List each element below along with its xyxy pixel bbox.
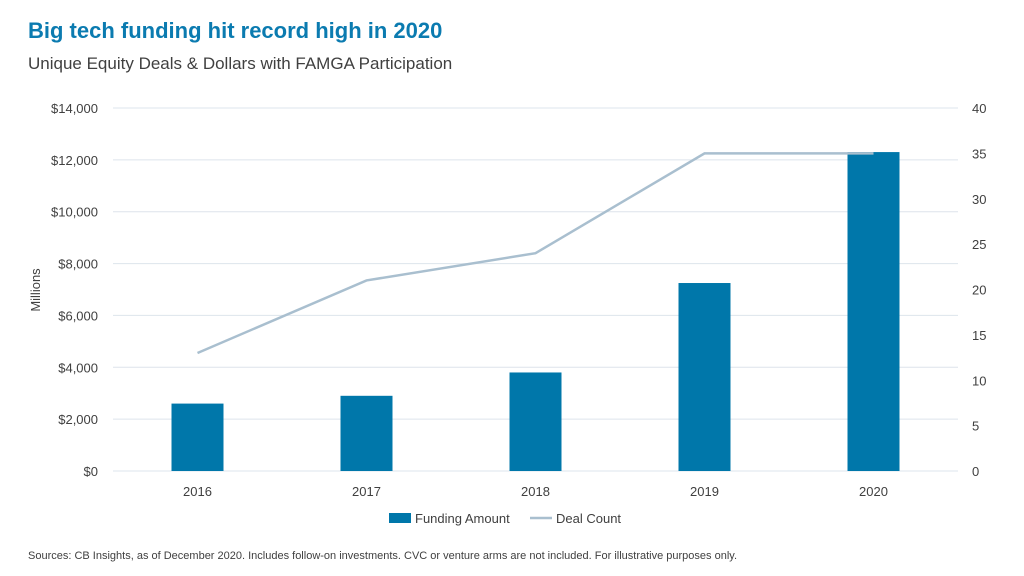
y2-tick-label: 35 [972,146,986,161]
legend-label-deals: Deal Count [556,511,621,526]
y2-tick-label: 0 [972,464,979,479]
x-tick-label: 2017 [352,484,381,499]
y-tick-label: $2,000 [58,412,98,427]
y2-tick-label: 40 [972,101,986,116]
legend-label-funding: Funding Amount [415,511,510,526]
bar-2020 [847,152,900,472]
y-tick-label: $6,000 [58,308,98,323]
y2-tick-label: 5 [972,419,979,434]
legend-swatch-funding [389,513,411,523]
y2-tick-label: 15 [972,328,986,343]
y2-tick-label: 20 [972,283,986,298]
y2-tick-label: 10 [972,373,986,388]
bar-2016 [171,403,224,471]
x-tick-label: 2018 [521,484,550,499]
y-tick-label: $4,000 [58,360,98,375]
chart-title: Big tech funding hit record high in 2020 [28,18,443,43]
x-tick-label: 2016 [183,484,212,499]
bar-2019 [678,283,731,471]
x-tick-label: 2019 [690,484,719,499]
y-tick-label: $0 [84,464,98,479]
y-tick-label: $12,000 [51,153,98,168]
deal-count-line [197,152,874,355]
y-tick-label: $8,000 [58,257,98,272]
x-tick-label: 2020 [859,484,888,499]
y-tick-label: $10,000 [51,205,98,220]
chart-subtitle: Unique Equity Deals & Dollars with FAMGA… [28,54,453,73]
y2-tick-label: 25 [972,237,986,252]
y2-tick-label: 30 [972,192,986,207]
y-tick-label: $14,000 [51,101,98,116]
bar-2018 [509,372,562,471]
bar-2017 [340,395,393,471]
source-note: Sources: CB Insights, as of December 202… [28,550,738,562]
y-axis-label: Millions [28,268,43,312]
